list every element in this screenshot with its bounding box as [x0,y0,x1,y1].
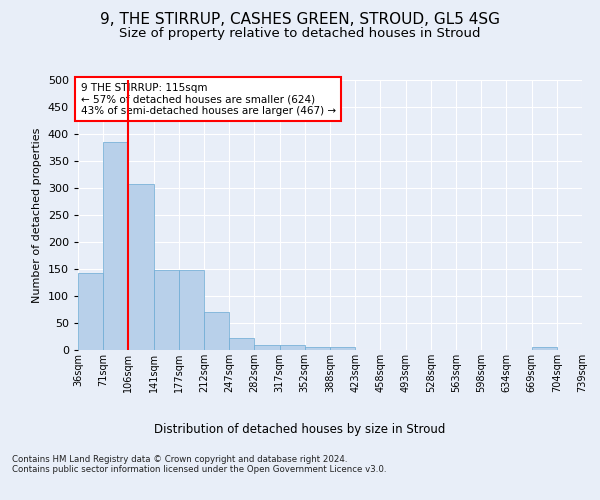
Bar [103,142,128,350]
Bar [128,184,154,350]
Bar [280,344,305,350]
Text: 9, THE STIRRUP, CASHES GREEN, STROUD, GL5 4SG: 9, THE STIRRUP, CASHES GREEN, STROUD, GL… [100,12,500,28]
Bar [154,270,179,350]
Text: 9 THE STIRRUP: 115sqm
← 57% of detached houses are smaller (624)
43% of semi-det: 9 THE STIRRUP: 115sqm ← 57% of detached … [80,82,335,116]
Y-axis label: Number of detached properties: Number of detached properties [32,128,42,302]
Bar [179,270,204,350]
Bar [305,348,330,350]
Text: Contains HM Land Registry data © Crown copyright and database right 2024.
Contai: Contains HM Land Registry data © Crown c… [12,455,386,474]
Bar [229,338,254,350]
Bar [532,348,557,350]
Bar [78,273,103,350]
Text: Size of property relative to detached houses in Stroud: Size of property relative to detached ho… [119,28,481,40]
Text: Distribution of detached houses by size in Stroud: Distribution of detached houses by size … [154,422,446,436]
Bar [330,348,355,350]
Bar [204,312,229,350]
Bar [254,344,280,350]
